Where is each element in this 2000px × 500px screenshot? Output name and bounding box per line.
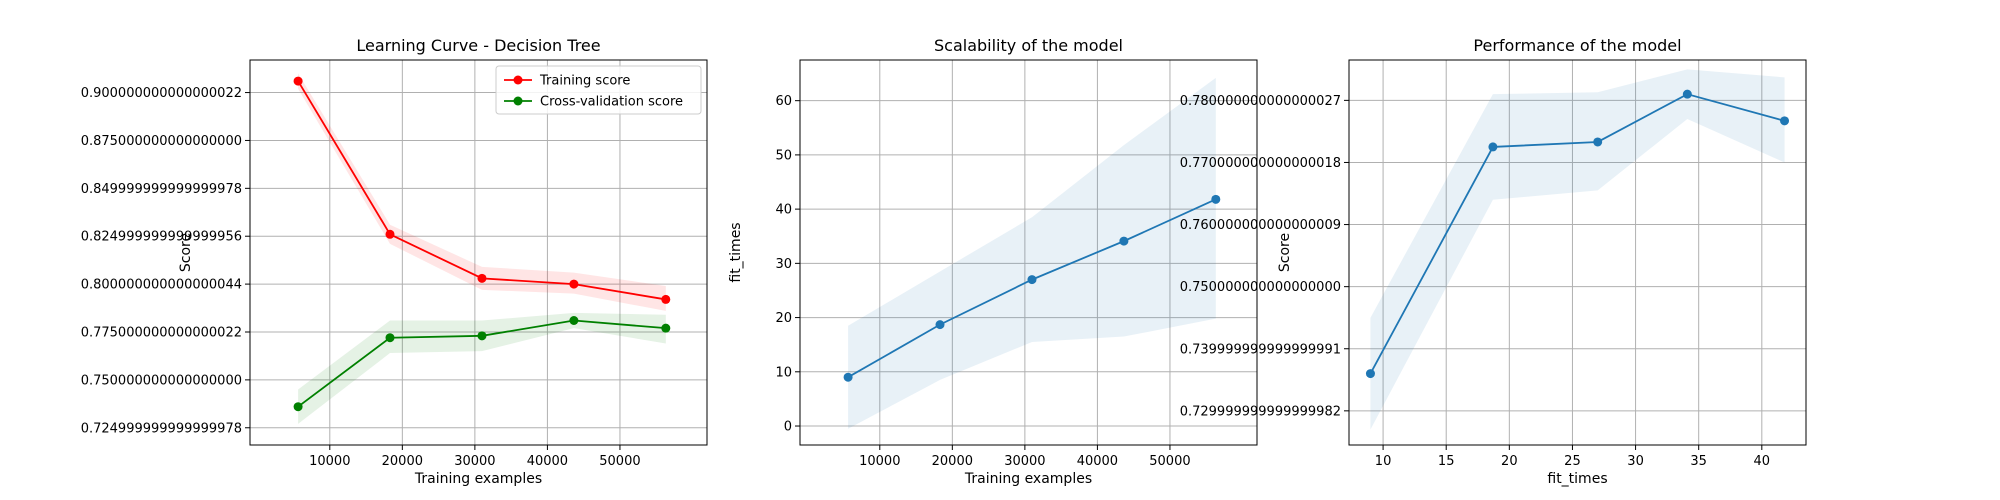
chart-panel-1: 10000 20000 30000 40000 50000 0.7249999999999… [81,36,708,487]
y-tick-label: 0.724999999999999978 [81,421,242,436]
y-tick-label: 0.750000000000000000 [81,373,242,388]
x-tick-label: 50000 [1149,454,1190,469]
y-tick-label: 20 [775,311,792,326]
data-point [1488,142,1498,152]
y-axis-label: Score [1277,233,1293,272]
y-tick-label: 0.775000000000000022 [81,325,242,340]
data-point [293,402,303,412]
x-axis-label: fit_times [1547,471,1607,487]
x-tick-label: 40000 [1077,454,1118,469]
grid [1349,60,1806,445]
y-tick-label: 0.750000000000000000 [1180,280,1341,295]
legend-label: Cross-validation score [540,95,683,110]
x-tick-label: 25 [1564,454,1581,469]
x-tick-label: 15 [1438,454,1455,469]
data-point [385,333,395,343]
chart-title: Scalability of the model [934,36,1123,55]
data-point [1682,89,1692,99]
confidence-band-1 [1370,69,1785,430]
data-point [569,315,579,325]
y-tick-label: 0.770000000000000018 [1180,156,1341,171]
chart-title: Learning Curve - Decision Tree [356,36,600,55]
y-tick-label: 0.800000000000000044 [81,278,242,293]
grid [800,60,1257,445]
axes-frame [1348,59,1807,446]
chart-panel-3: 10 15 20 25 30 35 40 0.729999999999999982 0.7399… [1180,36,1807,487]
data-point [1593,137,1603,147]
x-tick-label: 20000 [932,454,973,469]
x-tick-label: 35 [1690,454,1707,469]
y-tick-label: 0.729999999999999982 [1180,404,1341,419]
y-tick-label: 0.900000000000000022 [81,86,242,101]
data-point [477,273,487,283]
chart-title: Performance of the model [1473,36,1681,55]
data-point [661,294,671,304]
x-tick-label: 40000 [527,454,568,469]
legend: Training score Cross-validation score [495,65,702,115]
x-tick-label: 20000 [382,454,423,469]
x-tick-label: 20 [1501,454,1518,469]
data-point [1211,194,1221,204]
legend-marker [513,75,523,85]
x-tick-label: 50000 [599,454,640,469]
x-tick-label: 10 [1375,454,1392,469]
x-tick-label: 10000 [309,454,350,469]
y-tick-label: 0 [784,420,792,435]
data-point [1365,369,1375,379]
x-tick-label: 30000 [454,454,495,469]
chart-panel-2: 10000 20000 30000 40000 50000 0 10 20 30 40 50 60 Sc… [728,36,1258,487]
data-point [1780,116,1790,126]
data-point [477,331,487,341]
y-tick-label: 0.780000000000000027 [1180,94,1341,109]
y-tick-label: 40 [775,203,792,218]
data-point [1119,236,1129,246]
y-tick-label: 0.849999999999999978 [81,182,242,197]
y-axis-label: Score [178,233,194,272]
x-tick-label: 30 [1627,454,1644,469]
data-point [935,320,945,330]
y-tick-label: 0.875000000000000000 [81,134,242,149]
axes-frame [249,59,708,446]
y-tick-label: 0.739999999999999991 [1180,342,1341,357]
y-tick-label: 50 [775,148,792,163]
data-point [843,372,853,382]
y-axis-label: fit_times [728,222,744,282]
y-tick-label: 0.824999999999999956 [81,230,242,245]
data-point [293,76,303,86]
data-point [661,323,671,333]
data-point [569,279,579,289]
legend-label: Training score [539,74,630,89]
y-tick-label: 0.760000000000000009 [1180,218,1341,233]
confidence-band-2 [298,312,666,424]
x-tick-label: 30000 [1004,454,1045,469]
y-tick-label: 30 [775,257,792,272]
legend-marker [513,96,523,106]
x-axis-label: Training examples [964,471,1092,487]
axes-frame [799,59,1258,446]
y-tick-label: 60 [775,94,792,109]
x-tick-label: 40 [1754,454,1771,469]
legend-box [495,65,702,115]
x-axis-label: Training examples [414,471,542,487]
data-point [385,229,395,239]
confidence-band-1 [298,73,666,311]
x-tick-label: 10000 [859,454,900,469]
confidence-band-1 [848,77,1216,429]
y-tick-label: 10 [775,365,792,380]
data-point [1027,275,1037,285]
